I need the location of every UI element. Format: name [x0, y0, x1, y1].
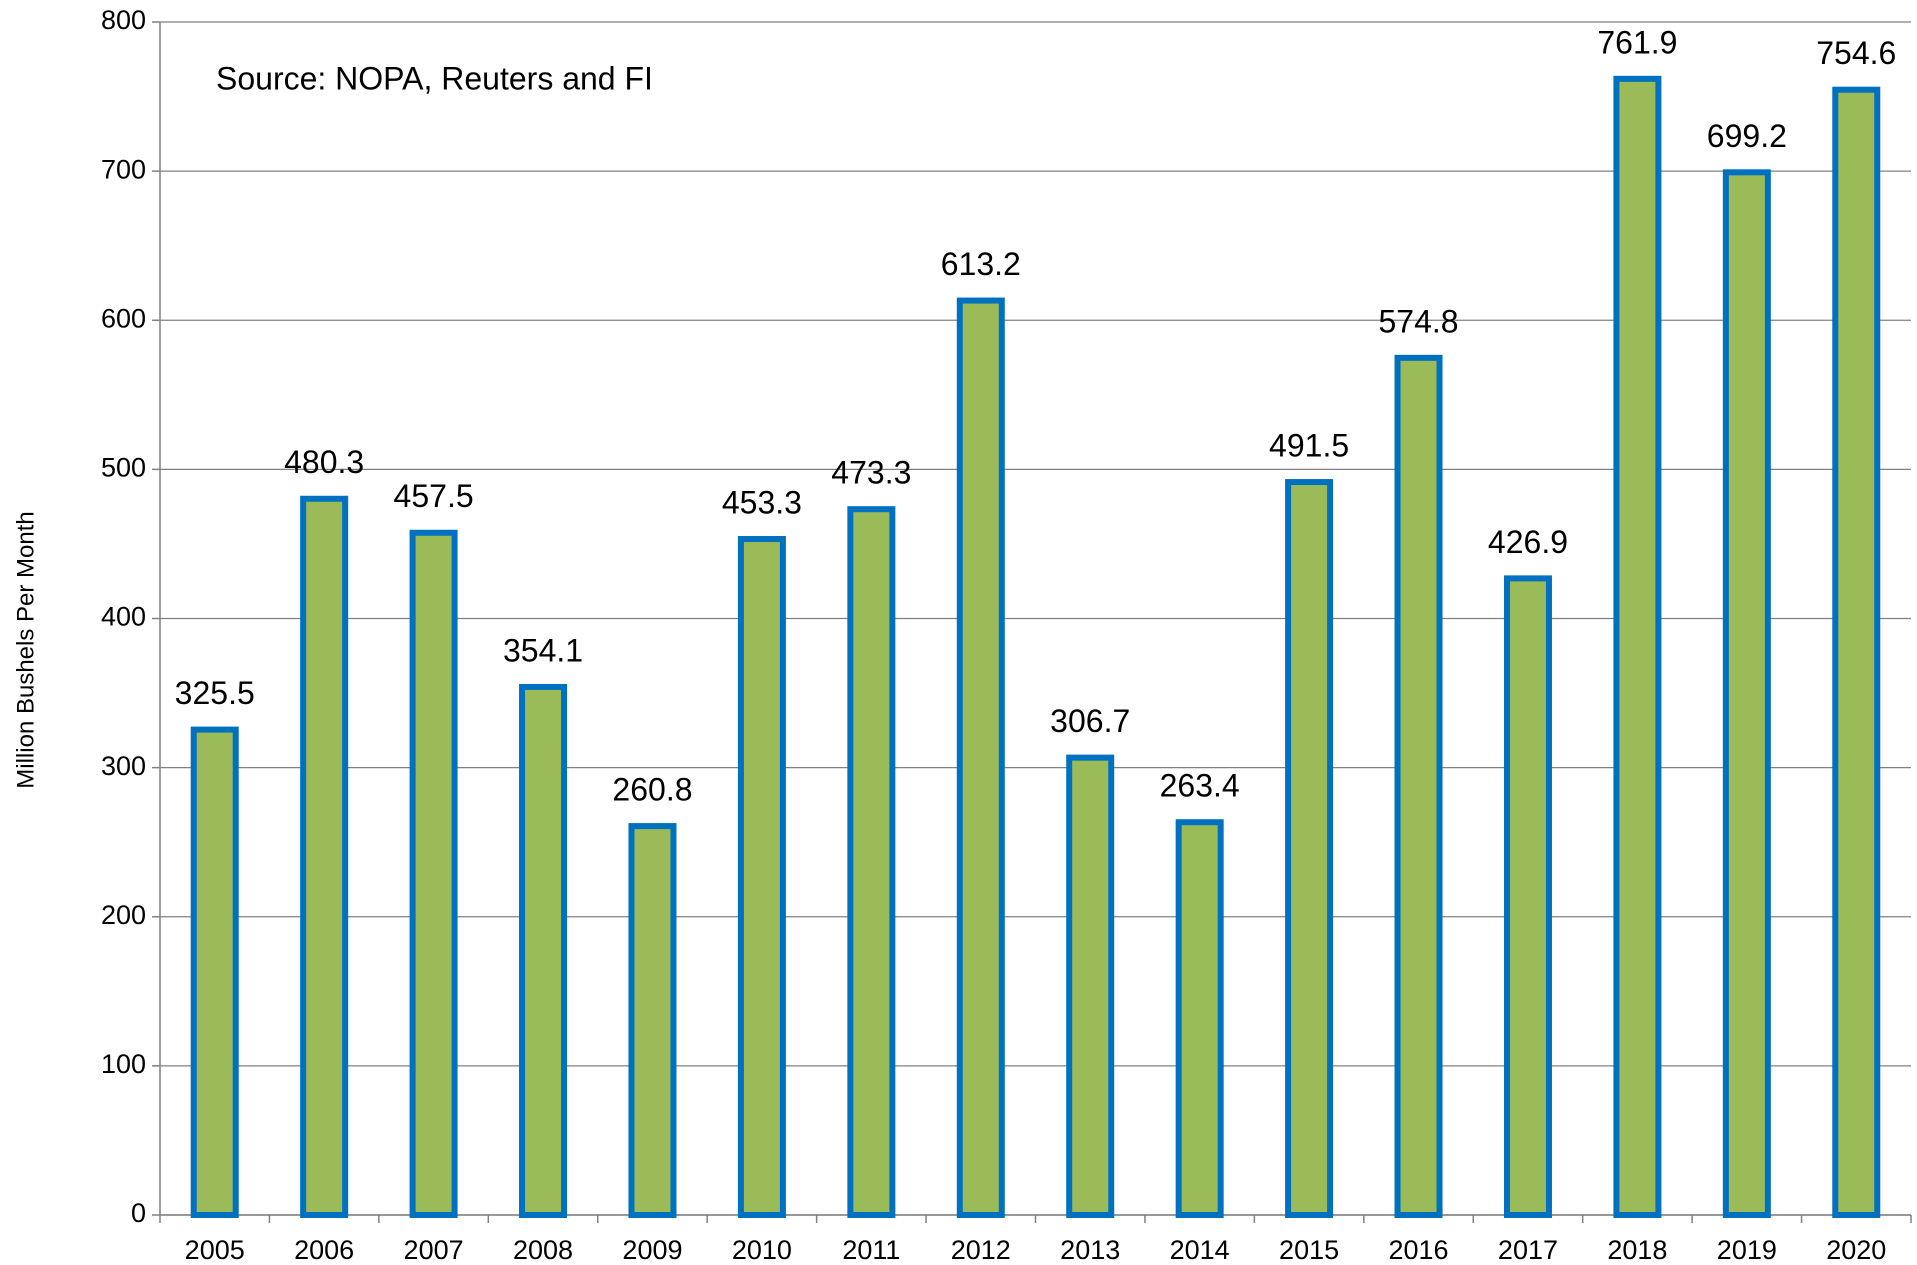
x-tick-label: 2008	[513, 1235, 573, 1265]
x-tick-label: 2014	[1170, 1235, 1230, 1265]
data-label: 354.1	[503, 632, 583, 668]
data-label: 473.3	[831, 455, 911, 491]
x-tick-label: 2007	[404, 1235, 464, 1265]
x-tick-label: 2012	[951, 1235, 1011, 1265]
data-label: 613.2	[941, 246, 1021, 282]
x-tick-label: 2018	[1607, 1235, 1667, 1265]
bar	[737, 536, 786, 1218]
data-label: 263.4	[1160, 768, 1240, 804]
y-tick-label: 500	[101, 453, 146, 483]
bar	[1722, 169, 1771, 1218]
bar	[1175, 819, 1224, 1219]
bar	[1613, 75, 1662, 1218]
x-tick-label: 2010	[732, 1235, 792, 1265]
x-tick-label: 2016	[1388, 1235, 1448, 1265]
x-tick-label: 2005	[185, 1235, 245, 1265]
y-tick-label: 600	[101, 303, 146, 333]
data-label: 574.8	[1378, 303, 1458, 339]
bar	[519, 683, 568, 1218]
data-label: 480.3	[284, 444, 364, 480]
y-tick-label: 300	[101, 751, 146, 781]
x-tick-label: 2019	[1717, 1235, 1777, 1265]
x-tick-label: 2020	[1826, 1235, 1886, 1265]
data-label: 453.3	[722, 484, 802, 520]
bar	[1394, 354, 1443, 1218]
bar	[1285, 479, 1334, 1219]
data-label: 260.8	[612, 772, 692, 808]
x-tick-label: 2017	[1498, 1235, 1558, 1265]
y-tick-label: 400	[101, 602, 146, 632]
data-label: 491.5	[1269, 428, 1349, 464]
y-tick-label: 200	[101, 900, 146, 930]
x-tick-label: 2013	[1060, 1235, 1120, 1265]
annotation: Source: NOPA, Reuters and FI	[216, 60, 653, 96]
data-label: 754.6	[1816, 35, 1896, 71]
data-label: 761.9	[1597, 24, 1677, 60]
bar	[1066, 754, 1115, 1218]
x-tick-label: 2011	[842, 1235, 900, 1265]
y-tick-label: 700	[101, 154, 146, 184]
bar	[956, 297, 1005, 1218]
x-tick-label: 2009	[622, 1235, 682, 1265]
data-label: 426.9	[1488, 524, 1568, 560]
x-tick-label: 2015	[1279, 1235, 1339, 1265]
y-tick-label: 0	[131, 1198, 146, 1228]
y-tick-label: 800	[101, 5, 146, 35]
y-tick-label: 100	[101, 1049, 146, 1079]
y-axis-label: Million Bushels Per Month	[12, 511, 39, 788]
bar	[409, 529, 458, 1218]
data-label: 699.2	[1707, 118, 1787, 154]
data-label: 325.5	[175, 675, 255, 711]
bar	[847, 506, 896, 1219]
bar	[1832, 86, 1881, 1218]
bar	[190, 726, 239, 1219]
x-tick-label: 2006	[294, 1235, 354, 1265]
data-label: 457.5	[394, 478, 474, 514]
data-label: 306.7	[1050, 703, 1130, 739]
bar	[1503, 575, 1552, 1218]
bar	[300, 495, 349, 1218]
bar	[628, 823, 677, 1218]
